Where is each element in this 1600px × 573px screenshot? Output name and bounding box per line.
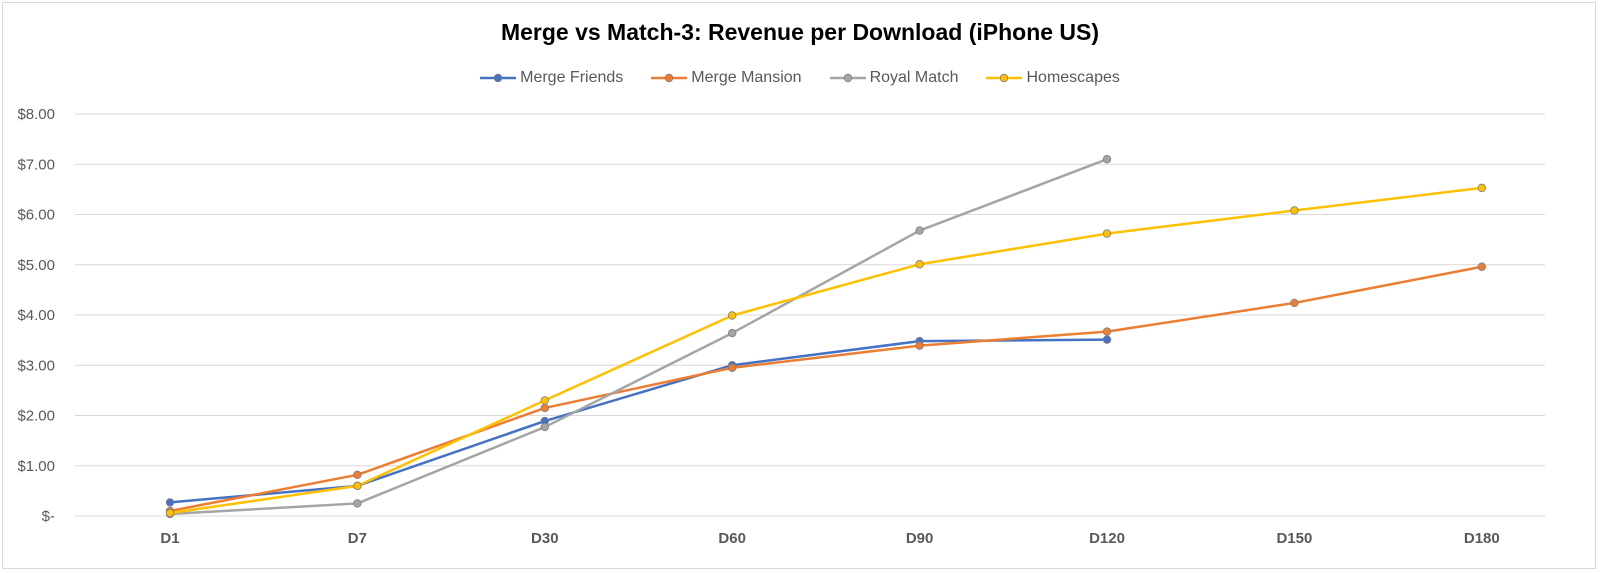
series-line-royal-match xyxy=(168,157,1109,516)
y-axis-tick-labels: $- $1.00 $2.00 $3.00 $4.00 $5.00 $6.00 $7.00 $8.… xyxy=(17,106,55,525)
data-point-merge-friends xyxy=(1102,335,1112,344)
legend-item-homescapes: Homescapes xyxy=(986,69,1120,87)
series-line-merge-mansion xyxy=(168,265,1484,513)
legend-label: Merge Mansion xyxy=(691,69,802,86)
x-tick-label: D150 xyxy=(1276,530,1312,547)
legend-item-merge-friends: Merge Friends xyxy=(480,69,623,87)
data-point-royal-match xyxy=(1102,155,1112,164)
data-point-merge-mansion xyxy=(353,470,362,479)
x-tick-label: D7 xyxy=(348,530,367,547)
data-point-homescapes xyxy=(1477,183,1486,193)
legend-item-royal-match: Royal Match xyxy=(829,69,959,87)
y-tick-label: $3.00 xyxy=(17,357,55,374)
y-tick-label: $5.00 xyxy=(17,257,55,274)
series-line-homescapes xyxy=(168,186,1484,515)
legend-label: Merge Friends xyxy=(520,69,624,86)
data-point-homescapes xyxy=(540,396,549,405)
data-point-merge-mansion xyxy=(1102,327,1112,336)
y-tick-label: $6.00 xyxy=(17,207,55,224)
x-tick-label: D1 xyxy=(160,530,179,547)
x-tick-label: D30 xyxy=(531,530,559,547)
chart-title: Merge vs Match-3: Revenue per Download (… xyxy=(500,19,1100,45)
legend-swatch-homescapes xyxy=(986,73,1023,83)
gridlines xyxy=(75,113,1545,517)
series-markers xyxy=(165,155,1486,519)
data-point-merge-mansion xyxy=(1477,262,1486,271)
data-point-homescapes xyxy=(353,481,362,491)
data-point-homescapes xyxy=(165,508,175,518)
x-tick-label: D60 xyxy=(718,530,746,547)
data-point-merge-mansion xyxy=(728,363,737,372)
data-point-merge-mansion xyxy=(915,341,924,350)
x-tick-label: D90 xyxy=(906,530,934,547)
y-tick-label: $7.00 xyxy=(17,156,55,173)
data-point-homescapes xyxy=(1102,229,1112,238)
data-point-homescapes xyxy=(728,311,737,320)
data-point-merge-friends xyxy=(165,498,175,507)
y-tick-label: $4.00 xyxy=(17,307,55,324)
legend-label: Royal Match xyxy=(869,69,959,86)
data-point-merge-mansion xyxy=(1290,298,1299,308)
y-tick-label: $- xyxy=(42,508,55,525)
series-line-merge-friends xyxy=(168,338,1109,504)
data-point-royal-match xyxy=(915,226,924,235)
data-point-homescapes xyxy=(915,260,924,269)
data-point-merge-mansion xyxy=(540,403,549,413)
data-point-royal-match xyxy=(728,328,737,338)
y-tick-label: $1.00 xyxy=(17,458,55,475)
data-point-royal-match xyxy=(540,422,549,432)
legend-swatch-royal-match xyxy=(829,73,866,83)
series-lines xyxy=(168,157,1484,516)
y-tick-label: $8.00 xyxy=(17,106,55,123)
chart-legend: Merge Friends Merge Mansion Royal Match Hom… xyxy=(3,69,1597,87)
data-point-homescapes xyxy=(1290,206,1299,215)
x-tick-label: D120 xyxy=(1089,530,1125,547)
legend-item-merge-mansion: Merge Mansion xyxy=(651,69,802,87)
y-tick-label: $2.00 xyxy=(17,408,55,425)
x-axis-category-labels: D1 D7 D30 D60 D90 D120 D150 D180 xyxy=(160,530,1499,547)
data-point-royal-match xyxy=(353,499,362,508)
legend-swatch-merge-friends xyxy=(480,73,517,83)
x-tick-label: D180 xyxy=(1464,530,1500,547)
legend-label: Homescapes xyxy=(1026,69,1120,86)
legend-swatch-merge-mansion xyxy=(651,73,688,83)
